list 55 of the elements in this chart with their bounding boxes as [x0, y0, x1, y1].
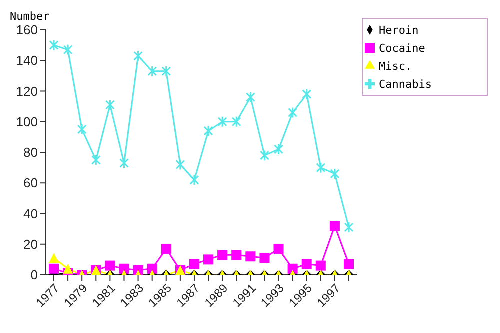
point — [330, 221, 340, 231]
legend-label: Cocaine — [379, 42, 426, 55]
point — [204, 125, 214, 137]
point — [134, 50, 144, 62]
y-tick-label: 0 — [30, 268, 38, 283]
point — [316, 162, 326, 174]
point — [161, 244, 172, 254]
point — [246, 92, 256, 104]
point — [204, 254, 214, 265]
point — [119, 264, 130, 274]
point — [344, 222, 354, 234]
point — [288, 264, 298, 274]
point — [302, 88, 312, 100]
y-tick-label: 160 — [16, 22, 38, 38]
point — [119, 157, 129, 169]
point — [49, 264, 59, 274]
point — [63, 44, 73, 56]
point — [274, 144, 284, 156]
point — [260, 150, 270, 162]
point — [147, 264, 158, 274]
point — [288, 106, 298, 118]
point — [274, 244, 284, 254]
y-tick-label: 60 — [24, 176, 38, 191]
point — [189, 259, 200, 270]
y-tick-label: 80 — [24, 145, 38, 160]
point — [162, 66, 172, 78]
point — [176, 159, 186, 170]
point — [316, 260, 326, 271]
point — [49, 253, 59, 264]
legend-label: Misc. — [379, 60, 412, 73]
point — [105, 260, 116, 271]
point — [330, 168, 340, 180]
point — [232, 116, 242, 128]
point — [190, 174, 200, 186]
legend-label: Heroin — [379, 24, 419, 37]
point — [218, 116, 228, 128]
point — [232, 250, 242, 260]
y-tick-label: 140 — [16, 53, 38, 68]
point — [302, 259, 312, 270]
point — [344, 259, 354, 270]
y-tick-label: 20 — [24, 236, 38, 252]
y-tick-label: 120 — [16, 84, 38, 99]
point — [77, 124, 87, 136]
y-tick-label: 40 — [24, 206, 38, 222]
y-axis-title: Number — [10, 10, 50, 23]
point — [49, 40, 59, 52]
y-tick-label: 100 — [16, 114, 38, 130]
point — [260, 253, 270, 264]
point — [218, 250, 228, 260]
legend-label: Cannabis — [379, 78, 432, 91]
point — [148, 66, 158, 78]
point — [246, 252, 256, 262]
point — [105, 99, 115, 111]
point — [91, 154, 101, 166]
point — [63, 264, 74, 274]
